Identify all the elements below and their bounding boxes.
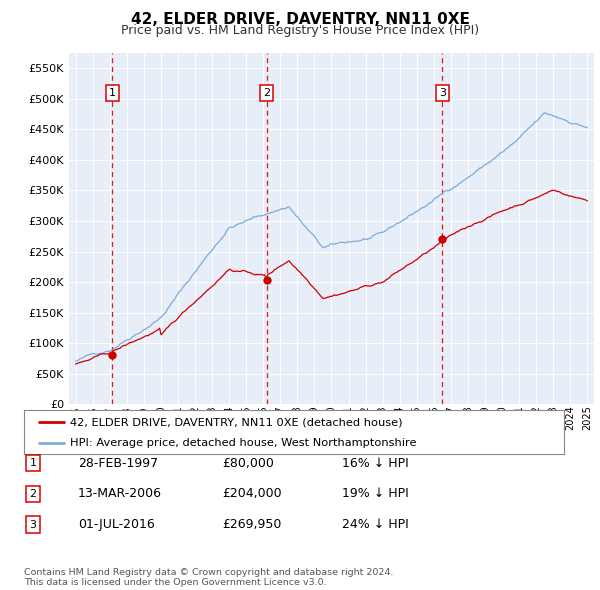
Text: HPI: Average price, detached house, West Northamptonshire: HPI: Average price, detached house, West… <box>70 438 416 448</box>
Text: 01-JUL-2016: 01-JUL-2016 <box>78 518 155 531</box>
Text: 2: 2 <box>29 489 37 499</box>
Text: 13-MAR-2006: 13-MAR-2006 <box>78 487 162 500</box>
Text: 28-FEB-1997: 28-FEB-1997 <box>78 457 158 470</box>
Text: 42, ELDER DRIVE, DAVENTRY, NN11 0XE (detached house): 42, ELDER DRIVE, DAVENTRY, NN11 0XE (det… <box>70 418 403 427</box>
Text: 1: 1 <box>29 458 37 468</box>
Text: 24% ↓ HPI: 24% ↓ HPI <box>342 518 409 531</box>
Text: 3: 3 <box>29 520 37 529</box>
Text: 1: 1 <box>109 88 116 98</box>
Text: Price paid vs. HM Land Registry's House Price Index (HPI): Price paid vs. HM Land Registry's House … <box>121 24 479 37</box>
Text: £269,950: £269,950 <box>222 518 281 531</box>
Text: 19% ↓ HPI: 19% ↓ HPI <box>342 487 409 500</box>
Text: £80,000: £80,000 <box>222 457 274 470</box>
Text: £204,000: £204,000 <box>222 487 281 500</box>
Text: 2: 2 <box>263 88 270 98</box>
Text: 42, ELDER DRIVE, DAVENTRY, NN11 0XE: 42, ELDER DRIVE, DAVENTRY, NN11 0XE <box>131 12 469 27</box>
Text: 3: 3 <box>439 88 446 98</box>
Text: Contains HM Land Registry data © Crown copyright and database right 2024.
This d: Contains HM Land Registry data © Crown c… <box>24 568 394 587</box>
Text: 16% ↓ HPI: 16% ↓ HPI <box>342 457 409 470</box>
